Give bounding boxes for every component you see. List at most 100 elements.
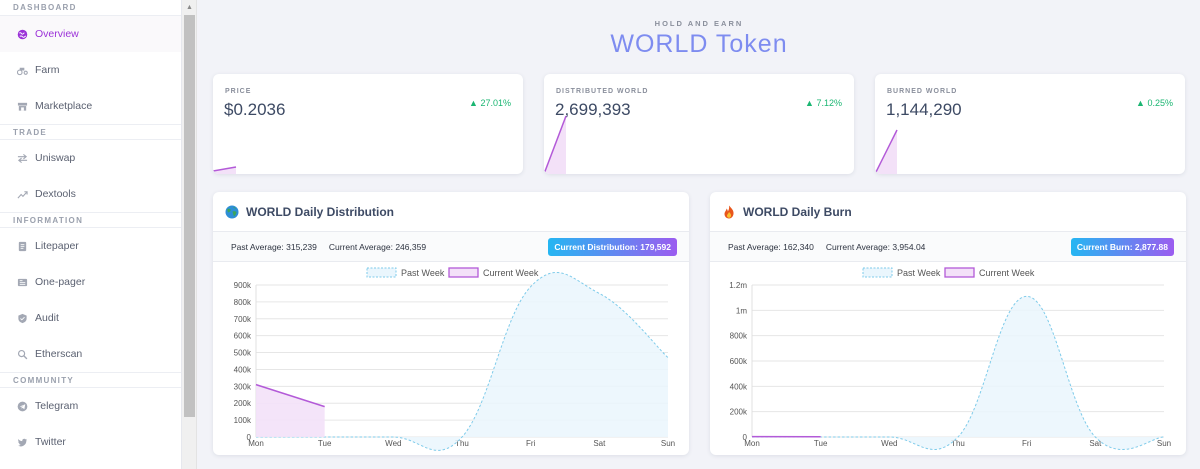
y-tick-label: 700k — [234, 315, 252, 324]
y-tick-label: 500k — [234, 349, 252, 358]
past-week-area — [256, 272, 668, 451]
stat-change: ▲ 7.12% — [805, 98, 842, 108]
past-week-line — [256, 272, 669, 451]
x-tick-label: Wed — [881, 439, 897, 448]
price-sparkline — [213, 166, 237, 174]
page-header: HOLD AND EARN WORLD Token — [198, 19, 1200, 59]
sidebar-item-label: Overview — [35, 28, 79, 40]
up-arrow-icon: ▲ — [1136, 98, 1148, 108]
legend-swatch-past-week — [366, 267, 397, 278]
stat-label: DISTRIBUTED WORLD — [556, 88, 649, 95]
card-header: WORLD Daily Burn — [710, 192, 1186, 232]
store-icon — [16, 100, 28, 112]
up-arrow-icon: ▲ — [469, 98, 481, 108]
sidebar-item-label: Etherscan — [35, 348, 83, 360]
sidebar-item-etherscan[interactable]: Etherscan — [0, 336, 181, 372]
average-row: Past Average: 162,340 Current Average: 3… — [710, 232, 1186, 262]
sidebar-item-one-pager[interactable]: One-pager — [0, 264, 181, 300]
sidebar-scrollbar[interactable]: ▲ — [182, 0, 197, 469]
x-tick-label: Tue — [814, 439, 828, 448]
y-tick-label: 1.2m — [729, 281, 747, 290]
distributed-sparkline — [544, 115, 567, 174]
y-tick-label: 900k — [234, 281, 252, 290]
sidebar-item-audit[interactable]: Audit — [0, 300, 181, 336]
up-arrow-icon: ▲ — [805, 98, 817, 108]
sidebar-item-label: Telegram — [35, 400, 79, 412]
past-average: Past Average: 315,239 — [231, 241, 317, 252]
y-tick-label: 100k — [234, 416, 252, 425]
tractor-icon — [16, 64, 28, 76]
past-average: Past Average: 162,340 — [728, 241, 814, 252]
twitter-icon — [16, 436, 28, 448]
burned-sparkline — [875, 129, 898, 174]
legend-swatch-current-week — [448, 267, 479, 278]
y-tick-label: 600k — [234, 332, 252, 341]
search-icon — [16, 348, 28, 360]
x-tick-label: Mon — [248, 439, 264, 448]
past-week-line — [752, 295, 1165, 450]
x-tick-label: Sat — [593, 439, 606, 448]
y-tick-label: 400k — [730, 382, 748, 391]
sidebar-item-farm[interactable]: Farm — [0, 52, 181, 88]
x-tick-label: Sun — [661, 439, 675, 448]
legend-label-current-week: Current Week — [483, 268, 539, 278]
distribution-card: WORLD Daily Distribution Past Average: 3… — [213, 192, 689, 455]
sidebar-item-label: Litepaper — [35, 240, 79, 252]
section-title-trade: TRADE — [0, 124, 181, 140]
legend-label-current-week: Current Week — [979, 268, 1035, 278]
x-tick-label: Thu — [951, 439, 965, 448]
legend-swatch-past-week — [862, 267, 893, 278]
shield-icon — [16, 312, 28, 324]
x-tick-label: Mon — [744, 439, 760, 448]
sidebar-item-litepaper[interactable]: Litepaper — [0, 228, 181, 264]
sidebar-item-uniswap[interactable]: Uniswap — [0, 140, 181, 176]
sidebar-item-label: Farm — [35, 64, 60, 76]
y-tick-label: 300k — [234, 382, 252, 391]
y-tick-label: 800k — [234, 298, 252, 307]
stat-card-distributed: DISTRIBUTED WORLD 2,699,393 ▲ 7.12% — [544, 74, 854, 174]
sidebar-item-label: Dextools — [35, 188, 76, 200]
burn-chart: Past Week Current Week 0 200k 400k 600k 800k 1m… — [729, 267, 1171, 450]
current-average: Current Average: 3,954.04 — [825, 241, 926, 252]
current-distribution-badge: Current Distribution: 179,592 — [548, 238, 677, 256]
card-title: WORLD Daily Burn — [743, 204, 852, 219]
y-tick-label: 200k — [730, 408, 748, 417]
fire-emoji-icon — [724, 205, 734, 218]
stat-change: ▲ 0.25% — [1136, 98, 1173, 108]
section-title-dashboard: DASHBOARD — [0, 0, 181, 16]
y-tick-label: 800k — [730, 332, 748, 341]
trend-icon — [16, 188, 28, 200]
telegram-icon — [16, 400, 28, 412]
chart-legend: Past Week Current Week — [366, 267, 539, 278]
sidebar-item-label: Marketplace — [35, 100, 93, 112]
sidebar-item-dextools[interactable]: Dextools — [0, 176, 181, 212]
y-tick-label: 400k — [234, 365, 252, 374]
sidebar-item-overview[interactable]: Overview — [0, 16, 181, 52]
current-burn-badge: Current Burn: 2,877.88 — [1070, 238, 1174, 256]
legend-label-past-week: Past Week — [401, 268, 445, 278]
y-tick-label: 0 — [743, 433, 748, 442]
scroll-up-arrow-icon[interactable]: ▲ — [186, 4, 193, 11]
current-week-line — [255, 383, 325, 408]
stat-value: $0.2036 — [224, 100, 286, 119]
scroll-thumb[interactable] — [184, 15, 195, 417]
sidebar-item-marketplace[interactable]: Marketplace — [0, 88, 181, 124]
current-week-area — [256, 384, 325, 437]
y-tick-label: 0 — [247, 433, 252, 442]
sidebar-item-telegram[interactable]: Telegram — [0, 388, 181, 424]
sidebar: DASHBOARD Overview Farm Marketplace TRAD… — [0, 0, 182, 469]
sidebar-item-twitter[interactable]: Twitter — [0, 424, 181, 460]
book-icon — [16, 240, 28, 252]
section-title-information: INFORMATION — [0, 212, 181, 228]
newspaper-icon — [16, 276, 28, 288]
y-tick-label: 1m — [736, 306, 747, 315]
x-tick-label: Thu — [455, 439, 469, 448]
past-week-area — [752, 296, 1164, 450]
x-tick-label: Wed — [385, 439, 401, 448]
exchange-icon — [16, 152, 28, 164]
x-tick-label: Sun — [1157, 439, 1171, 448]
stat-value: 2,699,393 — [555, 100, 631, 119]
y-tick-label: 200k — [234, 399, 252, 408]
x-tick-label: Tue — [318, 439, 332, 448]
sidebar-item-label: Twitter — [35, 436, 66, 448]
